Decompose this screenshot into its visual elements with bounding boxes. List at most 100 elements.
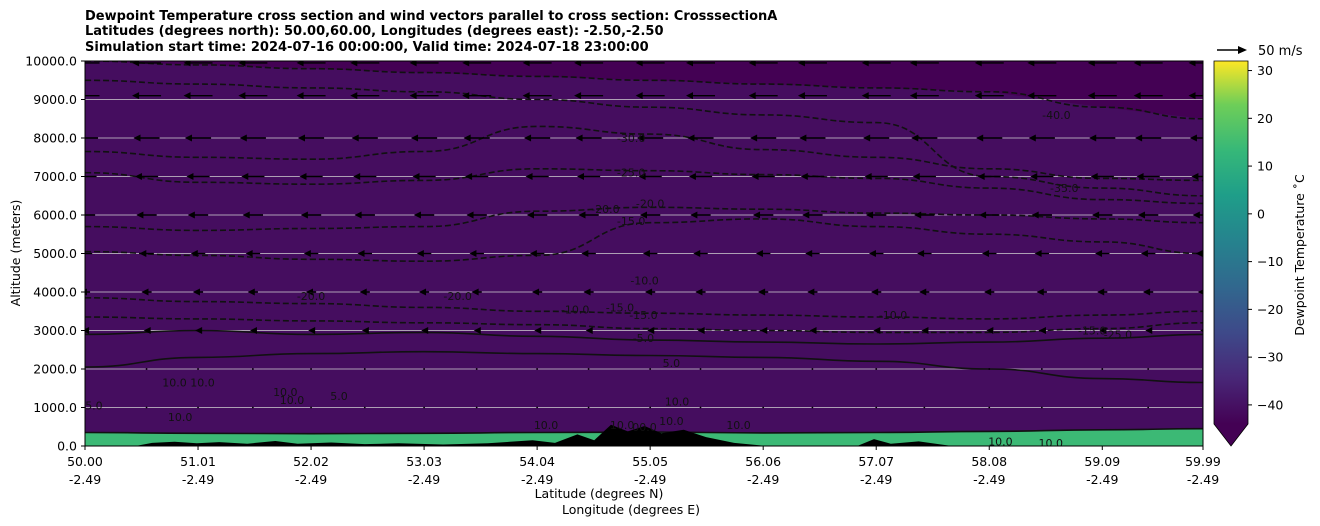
- wind-vector-head: [1087, 61, 1095, 67]
- wind-vector-head: [238, 92, 246, 100]
- wind-vector: [1188, 61, 1203, 67]
- wind-vector-head: [921, 327, 929, 334]
- wind-vector: [522, 61, 552, 67]
- contour-label: 10.0: [726, 419, 751, 432]
- x-tick-label-lon: -2.49: [408, 472, 440, 487]
- wind-vector-head: [242, 211, 250, 219]
- wind-vector: [699, 406, 702, 409]
- wind-vector: [800, 173, 825, 180]
- x-tick-label-lon: -2.49: [521, 472, 553, 487]
- wind-vector-head: [755, 250, 763, 257]
- wind-vector: [241, 173, 265, 180]
- colorbar-ticks: −40 −30 −20 −10 0 10 20 30: [1248, 63, 1283, 412]
- wind-vector: [133, 134, 160, 142]
- wind-vector-head: [797, 92, 805, 100]
- wind-vector-head: [797, 61, 805, 67]
- wind-vector-head: [1188, 61, 1196, 67]
- wind-vector-head: [416, 250, 424, 257]
- wind-vector-head: [1140, 250, 1148, 257]
- wind-vector-head: [977, 173, 985, 180]
- contour-label: -35.0: [1050, 182, 1078, 195]
- wind-vector: [1036, 288, 1047, 296]
- wind-vector-head: [1133, 92, 1141, 100]
- wind-vector-head: [1089, 134, 1097, 142]
- wind-vector-head: [469, 250, 477, 257]
- wind-vector: [534, 327, 542, 334]
- wind-vector-head: [361, 327, 369, 334]
- wind-vector: [192, 288, 204, 296]
- wind-vector-head: [303, 250, 311, 257]
- chart-title-line-1: Dewpoint Temperature cross section and w…: [85, 9, 778, 24]
- wind-vector-head: [585, 327, 593, 334]
- x-tick-label-lat: 57.07: [858, 454, 894, 469]
- y-tick-label: 10000.0: [25, 54, 77, 69]
- wind-vector: [807, 288, 818, 296]
- wind-vector-head: [1143, 288, 1151, 296]
- wind-vector: [686, 92, 716, 100]
- wind-vector: [139, 250, 154, 257]
- wind-vector-head: [525, 173, 533, 180]
- wind-vector: [247, 288, 258, 296]
- wind-vector: [1097, 288, 1108, 296]
- contour-label: -10.0: [879, 309, 907, 322]
- wind-vector-head: [187, 211, 195, 219]
- wind-vector-head: [919, 288, 927, 296]
- wind-vector: [647, 327, 655, 334]
- wind-vector: [419, 288, 430, 296]
- wind-vector-head: [1092, 211, 1100, 219]
- wind-vector-head: [1133, 61, 1141, 67]
- wind-vector: [690, 211, 711, 219]
- wind-vector: [875, 406, 878, 409]
- wind-vector: [760, 327, 768, 334]
- wind-vector: [462, 92, 492, 100]
- wind-vector-head: [526, 211, 534, 219]
- wind-vector: [299, 173, 323, 180]
- wind-vector: [909, 92, 939, 100]
- wind-vector: [238, 92, 268, 100]
- wind-vector: [132, 61, 162, 67]
- wind-vector-head: [799, 134, 807, 142]
- wind-vector-head: [687, 134, 695, 142]
- wind-vector-head: [532, 288, 540, 296]
- wind-vector: [423, 406, 425, 409]
- contour-label: 10.0: [280, 394, 305, 407]
- x-tick-label-lat: 52.02: [293, 454, 329, 469]
- colorbar-gradient: [1214, 61, 1248, 424]
- wind-vector: [183, 61, 213, 67]
- wind-vector: [471, 288, 482, 296]
- wind-vector: [638, 173, 662, 180]
- wind-vector: [134, 173, 159, 180]
- wind-vector-head: [184, 134, 192, 142]
- x-tick-label-lon: -2.49: [1086, 472, 1118, 487]
- wind-vector: [1195, 250, 1203, 257]
- wind-vector: [1087, 92, 1117, 100]
- wind-vector-head: [190, 250, 198, 257]
- wind-vector: [1200, 329, 1203, 332]
- wind-vector-head: [645, 288, 653, 296]
- wind-vector-head: [697, 327, 705, 334]
- x-tick-label-lat: 51.01: [180, 454, 216, 469]
- wind-vector: [979, 211, 1000, 219]
- contour-label: -15.0: [1078, 325, 1106, 338]
- wind-vector-head: [471, 288, 479, 296]
- wind-vector: [755, 250, 771, 257]
- wind-vector: [866, 211, 887, 219]
- contour-label: -10.0: [561, 303, 589, 316]
- contour-label: 5.0: [663, 357, 681, 370]
- wind-vector: [1089, 134, 1116, 142]
- wind-vector-head: [758, 288, 766, 296]
- wind-vector-head: [917, 250, 925, 257]
- wind-vector-head: [748, 92, 756, 100]
- wind-vector: [977, 173, 1001, 180]
- y-tick-label: 1000.0: [33, 400, 77, 415]
- x-axis-label: Latitude (degrees N): [535, 486, 664, 501]
- wind-vector-head: [241, 173, 249, 180]
- wind-vector: [423, 368, 425, 370]
- wind-vector: [305, 288, 317, 296]
- x-tick-label-lat: 54.04: [519, 454, 555, 469]
- wind-vector: [637, 134, 664, 142]
- wind-vector-head: [1099, 327, 1107, 334]
- contour-line--15: [85, 218, 1203, 263]
- wind-vector: [1031, 211, 1052, 219]
- wind-vector: [868, 250, 884, 257]
